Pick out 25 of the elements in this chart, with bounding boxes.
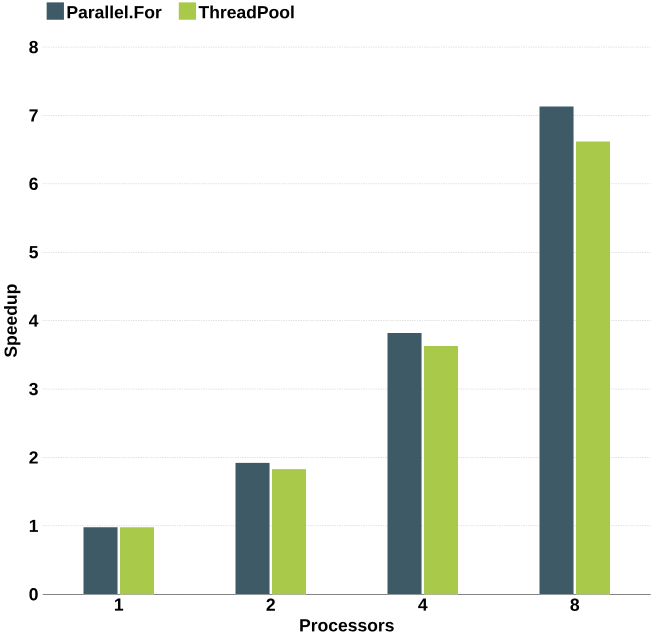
y-axis-title: Speedup: [4, 284, 20, 358]
bar: [424, 346, 458, 594]
y-tick-label: 6: [29, 178, 38, 190]
y-tick-label: 7: [29, 110, 38, 122]
bar: [272, 469, 306, 594]
x-tick-label: 8: [570, 598, 580, 612]
y-tick-label: 8: [29, 41, 38, 54]
bar: [236, 463, 270, 594]
y-tick-label: 4: [28, 314, 38, 327]
bar: [84, 527, 118, 594]
bar: [388, 333, 422, 594]
bar: [540, 106, 574, 594]
x-tick-label: 1: [115, 598, 124, 611]
x-axis-title: Processors: [300, 620, 394, 632]
y-tick-label: 5: [29, 246, 38, 259]
x-tick-label: 2: [266, 598, 275, 611]
bar: [120, 527, 154, 594]
bar: [576, 142, 610, 594]
x-tick-label: 4: [418, 598, 428, 611]
y-tick-label: 0: [29, 588, 38, 601]
legend-label: Parallel.For: [68, 6, 162, 19]
y-tick-label: 1: [30, 520, 38, 532]
y-tick-label: 3: [29, 383, 38, 396]
legend-label: ThreadPool: [198, 6, 294, 19]
y-tick-label: 2: [29, 452, 38, 464]
